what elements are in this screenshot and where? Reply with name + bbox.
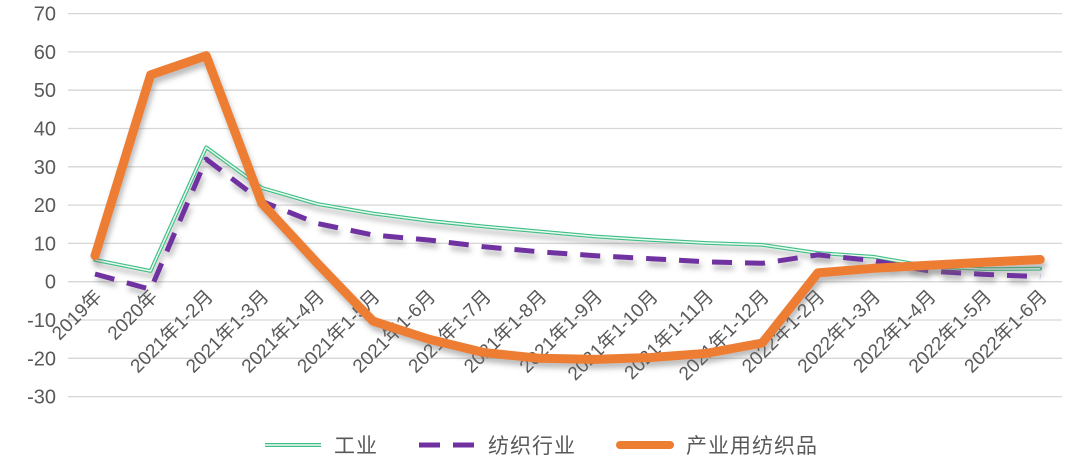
y-axis-tick-label: 20 — [34, 195, 56, 217]
legend-swatch-line-icon — [419, 442, 475, 448]
legend-label: 产业用纺织品 — [686, 435, 818, 458]
y-axis-tick-label: 30 — [34, 157, 56, 179]
legend-item-3: 产业用纺织品 — [614, 430, 818, 460]
y-axis-tick-label: 60 — [34, 42, 56, 64]
legend-item-1: 工业 — [262, 430, 378, 460]
y-axis-tick-label: 0 — [45, 272, 56, 294]
legend-swatch-line-icon — [616, 441, 674, 449]
x-axis-tick-label: 2019年 — [48, 286, 107, 345]
legend-item-2: 纺织行业 — [416, 430, 576, 460]
series-path — [94, 156, 1041, 292]
y-axis-tick-label: -20 — [27, 348, 56, 370]
series-line-1 — [93, 145, 1043, 273]
legend-label: 工业 — [334, 435, 378, 458]
series-lines — [90, 51, 1045, 364]
line-chart-canvas: 70 60 50 40 30 20 10 0 -10 -20 -30 2019年2020年2021年… — [27, 4, 1062, 409]
x-axis-tick-labels: 2019年2020年2021年1-2月2021年1-3月2021年1-4月202… — [48, 286, 1052, 385]
y-axis-tick-label: 40 — [34, 119, 56, 141]
series-line-2 — [94, 156, 1041, 292]
series-path-core — [94, 146, 1041, 272]
legend-label: 纺织行业 — [488, 435, 576, 458]
y-axis-tick-label: 50 — [34, 80, 56, 102]
y-axis-tick-label: -30 — [27, 387, 56, 409]
gridlines — [68, 12, 1062, 398]
y-axis-tick-label: -10 — [27, 310, 56, 332]
y-axis-tick-label: 70 — [34, 4, 56, 26]
y-axis-tick-label: 10 — [34, 233, 56, 255]
series-path — [93, 145, 1043, 273]
series-path — [90, 51, 1045, 364]
legend-swatch-line-icon — [265, 443, 321, 447]
chart-legend: 工业 纺织行业 产业用纺织品 — [0, 430, 1080, 460]
series-line-3 — [90, 51, 1045, 364]
y-axis-tick-labels: 70 60 50 40 30 20 10 0 -10 -20 -30 — [27, 4, 56, 409]
